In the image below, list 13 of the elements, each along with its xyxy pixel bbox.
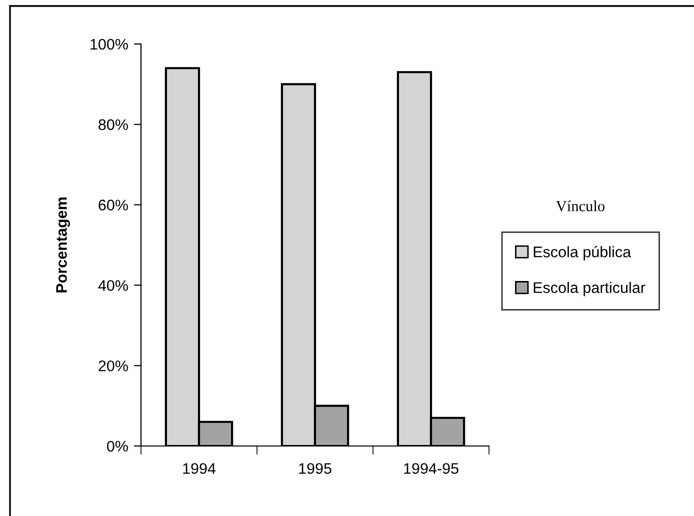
- legend-label: Escola pública: [534, 246, 632, 260]
- y-tick-label: 40%: [98, 280, 128, 291]
- legend-label: Escola particular: [534, 282, 646, 296]
- y-tick-label: 0%: [107, 440, 128, 452]
- x-tick-label: 1995: [299, 463, 332, 474]
- y-tick-label: 20%: [98, 360, 128, 372]
- x-tick-label: 1994: [183, 463, 216, 474]
- y-axis-title: Porcentagem: [56, 198, 70, 292]
- legend-title: Vínculo: [556, 200, 604, 212]
- y-tick-label: 100%: [90, 38, 128, 50]
- y-tick-label: 60%: [98, 200, 128, 210]
- x-tick-label: 1994-95: [404, 463, 458, 474]
- y-tick-label: 80%: [98, 119, 128, 130]
